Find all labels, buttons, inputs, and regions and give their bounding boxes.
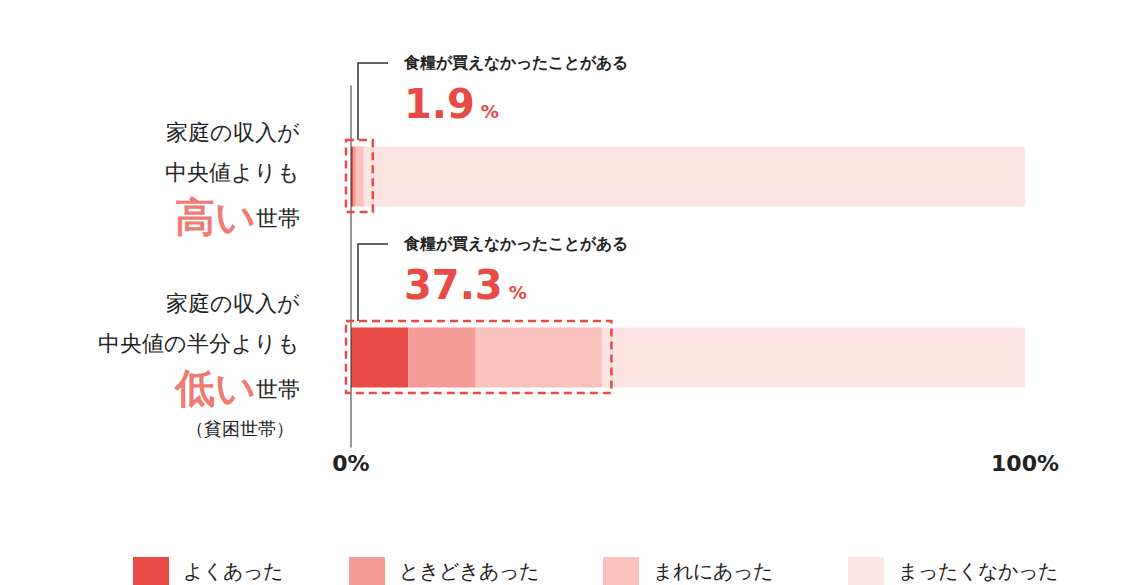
svg-text:家庭の収入が: 家庭の収入が (166, 120, 300, 145)
svg-text:中央値よりも: 中央値よりも (165, 160, 300, 185)
svg-text:家庭の収入が: 家庭の収入が (166, 291, 300, 316)
svg-text:（貧困世帯）: （貧困世帯） (186, 418, 294, 439)
svg-text:1.9%: 1.9% (404, 81, 499, 127)
html-text:よくあった: よくあった (183, 558, 283, 583)
svg-text:100%: 100% (991, 451, 1059, 476)
html-text:まったくなかった: まったくなかった (898, 558, 1058, 583)
svg-text:中央値の半分よりも: 中央値の半分よりも (98, 331, 300, 356)
svg-text:食糧が買えなかったことがある: 食糧が買えなかったことがある (403, 53, 628, 72)
svg-text:低い世帯: 低い世帯 (173, 365, 300, 411)
html-text:まれにあった: まれにあった (653, 558, 773, 583)
svg-text:高い世帯: 高い世帯 (175, 194, 300, 240)
svg-text:37.3%: 37.3% (404, 262, 527, 308)
svg-text:0%: 0% (332, 451, 369, 476)
html-text:ときどきあった: ときどきあった (399, 558, 539, 583)
svg-text:食糧が買えなかったことがある: 食糧が買えなかったことがある (403, 234, 628, 253)
